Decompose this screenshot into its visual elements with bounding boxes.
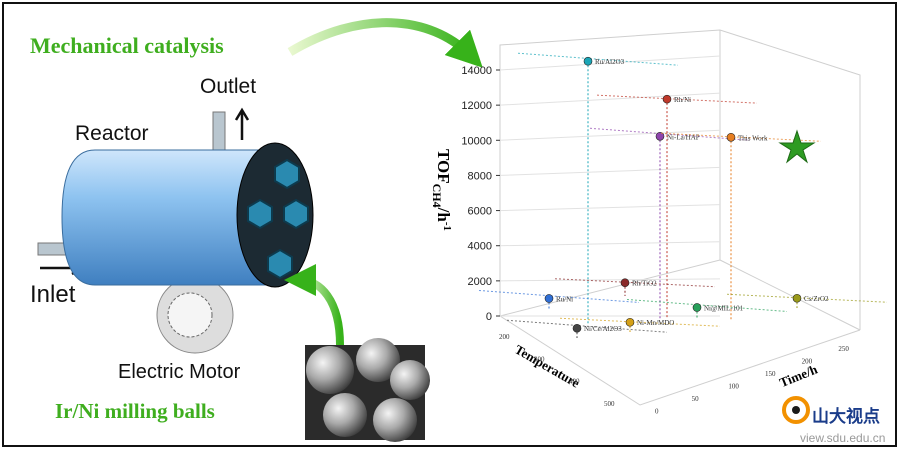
z-tick-label: 250 bbox=[838, 345, 849, 353]
reactor-body bbox=[61, 149, 271, 286]
balls-photo bbox=[305, 338, 430, 442]
point-label: Ni-La/HAP bbox=[667, 133, 700, 141]
y-tick-label: 14000 bbox=[461, 65, 492, 77]
y-tick-label: 6000 bbox=[468, 206, 492, 218]
watermark-name: 山大视点 bbox=[812, 406, 880, 426]
guide-line bbox=[589, 127, 751, 141]
point-label: Ru/Al2O3 bbox=[595, 58, 625, 66]
guide-line bbox=[554, 278, 716, 288]
title: Mechanical catalysis bbox=[30, 33, 224, 58]
z-tick-label: 50 bbox=[692, 395, 700, 403]
grid-line bbox=[499, 241, 721, 247]
guide-line bbox=[478, 289, 640, 303]
data-point bbox=[544, 294, 554, 303]
label: Inlet bbox=[30, 281, 76, 308]
y-tick-label: 8000 bbox=[468, 170, 492, 182]
grid-line bbox=[499, 278, 721, 282]
grid-line bbox=[499, 129, 721, 141]
point-label: Ni-Mn/MDO bbox=[637, 319, 674, 327]
z-tick-label: 200 bbox=[802, 357, 813, 365]
grid-line bbox=[499, 204, 721, 212]
label: Outlet bbox=[200, 75, 256, 98]
y-tick-label: 10000 bbox=[461, 135, 492, 147]
point-label: Ni/Ce/Al2O3 bbox=[584, 325, 622, 333]
watermark: 山大视点 view.sdu.edu.cn bbox=[782, 396, 885, 445]
data-point bbox=[620, 278, 630, 288]
y-axis-label: TOFCH4/h-1 bbox=[430, 149, 453, 231]
outlet-pipe bbox=[212, 111, 226, 153]
arrow bbox=[284, 264, 344, 346]
data-point bbox=[662, 94, 672, 104]
x-tick-label: 400 bbox=[569, 378, 580, 386]
point-label: Rh/TiO2 bbox=[632, 280, 657, 288]
x-tick-label: 200 bbox=[499, 333, 510, 341]
watermark-url: view.sdu.edu.cn bbox=[800, 431, 885, 445]
data-point bbox=[792, 293, 802, 303]
data-point bbox=[572, 323, 582, 333]
guide-line bbox=[506, 319, 668, 333]
guide-line bbox=[559, 317, 721, 327]
data-point bbox=[726, 132, 736, 142]
z-tick-label: 0 bbox=[655, 407, 659, 415]
point-label: Cs/ZrO2 bbox=[804, 295, 829, 303]
y-tick-label: 0 bbox=[486, 311, 492, 323]
z-axis-label: Time/h bbox=[777, 361, 820, 390]
point-label: This Work bbox=[738, 134, 768, 142]
data-point bbox=[692, 303, 702, 312]
label: Electric Motor bbox=[118, 361, 241, 383]
guide-line bbox=[596, 94, 758, 104]
motor-fan bbox=[167, 292, 213, 338]
y-tick-label: 12000 bbox=[461, 100, 492, 112]
arrow bbox=[234, 107, 250, 140]
z-tick-label: 150 bbox=[765, 370, 776, 378]
point-label: Ru/Ni bbox=[556, 295, 573, 303]
point-label: Ni@MIL-101 bbox=[704, 304, 744, 312]
grid-line bbox=[499, 55, 721, 71]
grid-line bbox=[499, 92, 721, 106]
z-tick-label: 100 bbox=[728, 382, 739, 390]
star bbox=[778, 129, 816, 164]
y-tick-label: 2000 bbox=[468, 276, 492, 288]
point-label: Rh/Ni bbox=[674, 96, 691, 104]
data-point bbox=[583, 56, 593, 66]
x-tick-label: 300 bbox=[534, 355, 545, 363]
guide-line bbox=[626, 298, 788, 312]
plot-box bbox=[499, 29, 861, 406]
data-point bbox=[655, 131, 665, 141]
data-point bbox=[625, 317, 635, 327]
grid-line bbox=[499, 166, 721, 176]
y-tick-label: 4000 bbox=[468, 241, 492, 253]
x-tick-label: 500 bbox=[604, 400, 615, 408]
guide-line bbox=[726, 293, 888, 303]
frame bbox=[2, 2, 897, 447]
label: Reactor bbox=[75, 122, 149, 145]
arrow bbox=[287, 18, 483, 68]
label: Ir/Ni milling balls bbox=[55, 399, 215, 423]
guide-line bbox=[517, 52, 679, 66]
